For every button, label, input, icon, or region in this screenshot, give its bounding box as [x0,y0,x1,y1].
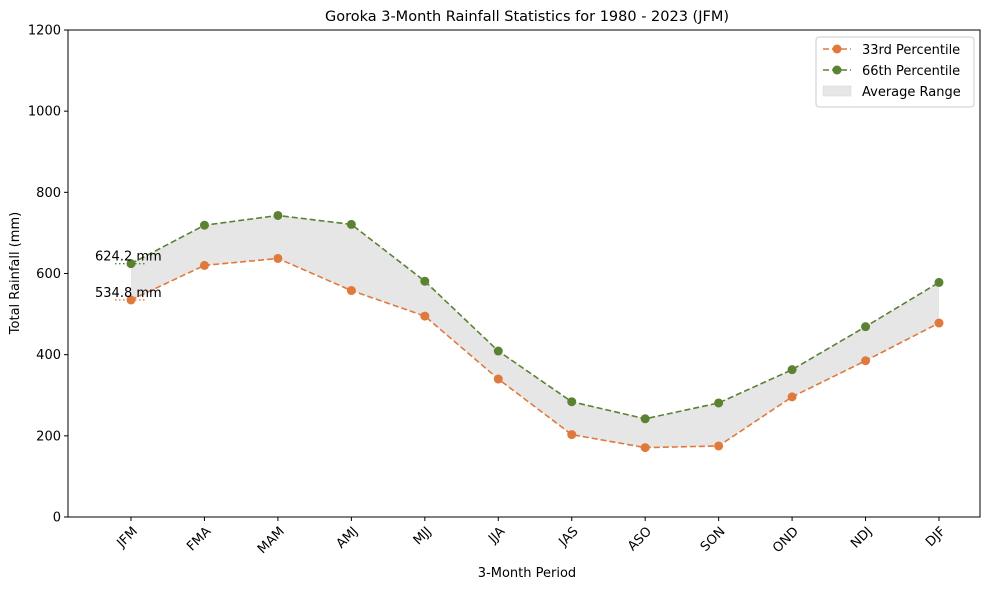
legend-marker [832,65,842,75]
legend-label: 66th Percentile [862,64,960,79]
legend-label: Average Range [862,85,961,100]
x-tick-label: FMA [184,524,214,554]
y-axis-label: Total Rainfall (mm) [8,212,23,335]
legend-label: 33rd Percentile [862,43,960,58]
annotation-label: 624.2 mm [95,250,162,265]
data-point [420,311,430,321]
x-tick-label: DJF [923,524,949,550]
y-tick-label: 1000 [28,105,61,120]
data-point [567,430,577,440]
data-point [787,365,797,375]
y-tick-label: 1200 [28,24,61,39]
y-tick-label: 200 [36,429,61,444]
x-tick-label: NDJ [848,524,875,551]
x-tick-label: MJJ [411,524,435,548]
data-point [273,210,283,220]
data-point [199,260,209,270]
data-point [640,414,650,424]
x-tick-label: ASO [625,524,655,554]
data-point [567,397,577,407]
data-point [199,220,209,230]
y-tick-label: 600 [36,267,61,282]
data-point [640,443,650,453]
legend-box [815,36,975,108]
data-point [346,219,356,229]
x-tick-label: OND [770,524,802,556]
average-range-band [131,215,939,448]
y-tick-label: 800 [36,186,61,201]
annotation-label: 534.8 mm [95,286,162,301]
data-point [493,374,503,384]
series-line-33rd [130,257,940,449]
x-tick-label: MAM [255,524,288,557]
x-axis-label: 3-Month Period [478,566,576,581]
x-tick-label: JAS [556,524,582,550]
data-point [714,398,724,408]
legend-marker [832,44,842,54]
data-point [861,322,871,332]
x-tick-label: AMJ [334,524,362,552]
data-point [934,318,944,328]
data-point [934,277,944,287]
series-line-66th [130,214,940,420]
data-point [787,392,797,402]
data-point [346,286,356,296]
chart-title: Goroka 3-Month Rainfall Statistics for 1… [325,9,729,25]
legend: 33rd Percentile 66th Percentile Average Ra… [815,36,975,108]
x-tick-label: JFM [114,524,141,551]
x-tick-label: SON [698,524,729,555]
data-point [493,346,503,356]
data-point [861,356,871,366]
x-tick-label: JJA [485,524,508,547]
data-point [714,441,724,451]
legend-swatch [822,85,852,97]
data-point [420,276,430,286]
y-tick-label: 0 [53,511,61,526]
y-tick-label: 400 [36,348,61,363]
data-point [273,253,283,263]
